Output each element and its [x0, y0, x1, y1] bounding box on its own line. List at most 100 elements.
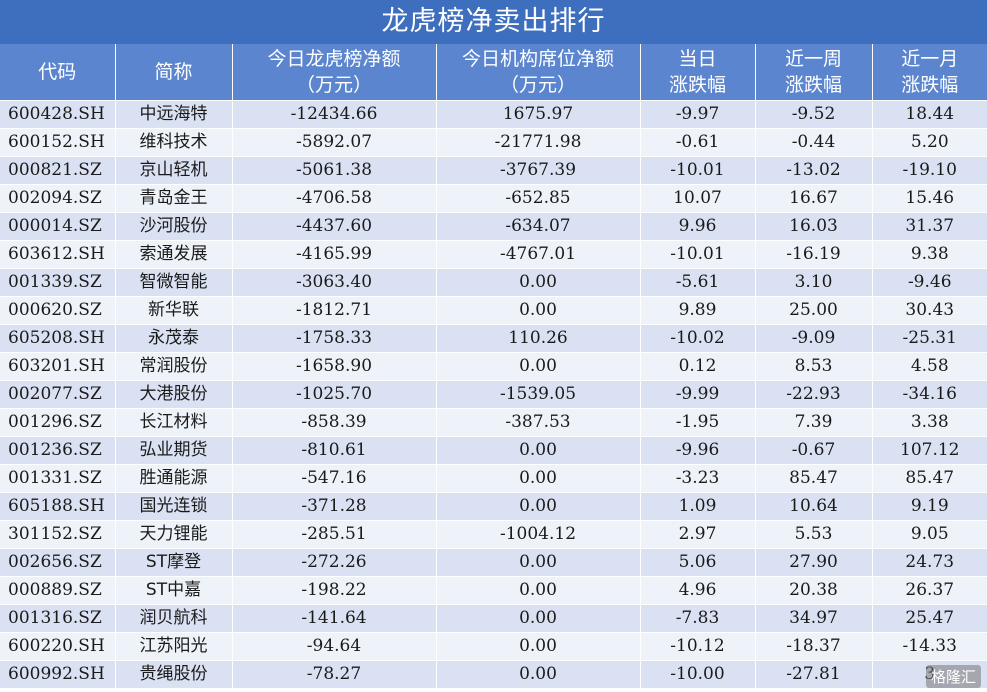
- month-change-cell: 3.38: [872, 408, 987, 437]
- institution-net-cell: -21771.98: [436, 128, 641, 157]
- net-amount-cell: -141.64: [232, 604, 437, 633]
- daily-change-cell: 9.89: [640, 296, 756, 325]
- week-change-cell: -13.02: [755, 156, 873, 185]
- stock-name-cell: 弘业期货: [115, 436, 233, 465]
- net-amount-cell: -198.22: [232, 576, 437, 605]
- table-row: 603201.SH 常润股份 -1658.90 0.00 0.12 8.53 4.58: [0, 352, 987, 381]
- stock-name-cell: 新华联: [115, 296, 233, 325]
- daily-change-cell: -10.00: [640, 660, 756, 689]
- stock-name-cell: 常润股份: [115, 352, 233, 381]
- stock-name-cell: 青岛金王: [115, 184, 233, 213]
- week-change-cell: 20.38: [755, 576, 873, 605]
- stock-code-cell: 603612.SH: [0, 240, 116, 269]
- sell-ranking-table: 代码 简称 今日龙虎榜净额 （万元） 今日机构席位净额 （万元） 当日 涨跌幅 近一周 涨跌幅 近一…: [0, 44, 987, 689]
- net-amount-cell: -1025.70: [232, 380, 437, 409]
- header-month-change-line: 涨跌幅: [901, 74, 959, 96]
- table-row: 002077.SZ 大港股份 -1025.70 -1539.05 -9.99 -22.93…: [0, 380, 987, 409]
- stock-code-cell: 600992.SH: [0, 660, 116, 689]
- stock-name-cell: 京山轻机: [115, 156, 233, 185]
- stock-name-cell: 索通发展: [115, 240, 233, 269]
- net-amount-cell: -810.61: [232, 436, 437, 465]
- header-week-change-line: 涨跌幅: [784, 74, 842, 96]
- week-change-cell: -9.09: [755, 324, 873, 353]
- institution-net-cell: 0.00: [436, 660, 641, 689]
- daily-change-cell: -7.83: [640, 604, 756, 633]
- stock-name-cell: 长江材料: [115, 408, 233, 437]
- daily-change-cell: 10.07: [640, 184, 756, 213]
- daily-change-cell: 0.12: [640, 352, 756, 381]
- stock-code-cell: 002656.SZ: [0, 548, 116, 577]
- stock-code-cell: 600428.SH: [0, 100, 116, 129]
- month-change-cell: 18.44: [872, 100, 987, 129]
- week-change-cell: -18.37: [755, 632, 873, 661]
- daily-change-cell: -9.99: [640, 380, 756, 409]
- daily-change-cell: -3.23: [640, 464, 756, 493]
- stock-code-cell: 001331.SZ: [0, 464, 116, 493]
- stock-code-cell: 000620.SZ: [0, 296, 116, 325]
- month-change-cell: 9.05: [872, 520, 987, 549]
- daily-change-cell: -9.97: [640, 100, 756, 129]
- stock-name-cell: 国光连锁: [115, 492, 233, 521]
- header-code-line: 代码: [38, 61, 77, 83]
- header-name-line: 简称: [154, 61, 193, 83]
- institution-net-cell: 1675.97: [436, 100, 641, 129]
- stock-code-cell: 605208.SH: [0, 324, 116, 353]
- stock-code-cell: 605188.SH: [0, 492, 116, 521]
- institution-net-cell: 0.00: [436, 436, 641, 465]
- stock-code-cell: 001236.SZ: [0, 436, 116, 465]
- month-change-cell: 4.58: [872, 352, 987, 381]
- table-row: 001296.SZ 长江材料 -858.39 -387.53 -1.95 7.39 3.38: [0, 408, 987, 437]
- table-row: 002656.SZ ST摩登 -272.26 0.00 5.06 27.90 24.73: [0, 548, 987, 577]
- header-daily-change: 当日 涨跌幅: [640, 44, 756, 101]
- week-change-cell: 10.64: [755, 492, 873, 521]
- table-row: 001339.SZ 智微智能 -3063.40 0.00 -5.61 3.10 -9.46: [0, 268, 987, 297]
- week-change-cell: 25.00: [755, 296, 873, 325]
- stock-name-cell: 润贝航科: [115, 604, 233, 633]
- week-change-cell: -9.52: [755, 100, 873, 129]
- stock-code-cell: 001316.SZ: [0, 604, 116, 633]
- header-week-change: 近一周 涨跌幅: [755, 44, 873, 101]
- net-amount-cell: -858.39: [232, 408, 437, 437]
- institution-net-cell: -3767.39: [436, 156, 641, 185]
- stock-name-cell: 智微智能: [115, 268, 233, 297]
- institution-net-cell: 0.00: [436, 464, 641, 493]
- stock-name-cell: 沙河股份: [115, 212, 233, 241]
- stock-name-cell: 贵绳股份: [115, 660, 233, 689]
- watermark-logo: 格隆汇: [925, 665, 981, 688]
- header-daily-change-line: 涨跌幅: [668, 74, 726, 96]
- net-amount-cell: -371.28: [232, 492, 437, 521]
- net-amount-cell: -94.64: [232, 632, 437, 661]
- month-change-cell: -25.31: [872, 324, 987, 353]
- month-change-cell: 9.38: [872, 240, 987, 269]
- daily-change-cell: -1.95: [640, 408, 756, 437]
- table-row: 301152.SZ 天力锂能 -285.51 -1004.12 2.97 5.53 9.05: [0, 520, 987, 549]
- stock-name-cell: 永茂泰: [115, 324, 233, 353]
- net-amount-cell: -1758.33: [232, 324, 437, 353]
- daily-change-cell: -10.02: [640, 324, 756, 353]
- stock-code-cell: 002094.SZ: [0, 184, 116, 213]
- institution-net-cell: 0.00: [436, 352, 641, 381]
- week-change-cell: -22.93: [755, 380, 873, 409]
- header-week-change-line: 近一周: [784, 48, 842, 70]
- net-amount-cell: -5061.38: [232, 156, 437, 185]
- month-change-cell: 30.43: [872, 296, 987, 325]
- week-change-cell: 3.10: [755, 268, 873, 297]
- daily-change-cell: 5.06: [640, 548, 756, 577]
- net-amount-cell: -1658.90: [232, 352, 437, 381]
- stock-code-cell: 001296.SZ: [0, 408, 116, 437]
- week-change-cell: -27.81: [755, 660, 873, 689]
- daily-change-cell: -5.61: [640, 268, 756, 297]
- daily-change-cell: 2.97: [640, 520, 756, 549]
- table-row: 600220.SH 江苏阳光 -94.64 0.00 -10.12 -18.37 -14.3…: [0, 632, 987, 661]
- daily-change-cell: -10.01: [640, 240, 756, 269]
- table-row: 001236.SZ 弘业期货 -810.61 0.00 -9.96 -0.67 107.12: [0, 436, 987, 465]
- net-amount-cell: -4165.99: [232, 240, 437, 269]
- net-amount-cell: -547.16: [232, 464, 437, 493]
- stock-code-cell: 001339.SZ: [0, 268, 116, 297]
- month-change-cell: -9.46: [872, 268, 987, 297]
- daily-change-cell: -10.12: [640, 632, 756, 661]
- net-amount-cell: -5892.07: [232, 128, 437, 157]
- net-amount-cell: -78.27: [232, 660, 437, 689]
- net-amount-cell: -1812.71: [232, 296, 437, 325]
- week-change-cell: -16.19: [755, 240, 873, 269]
